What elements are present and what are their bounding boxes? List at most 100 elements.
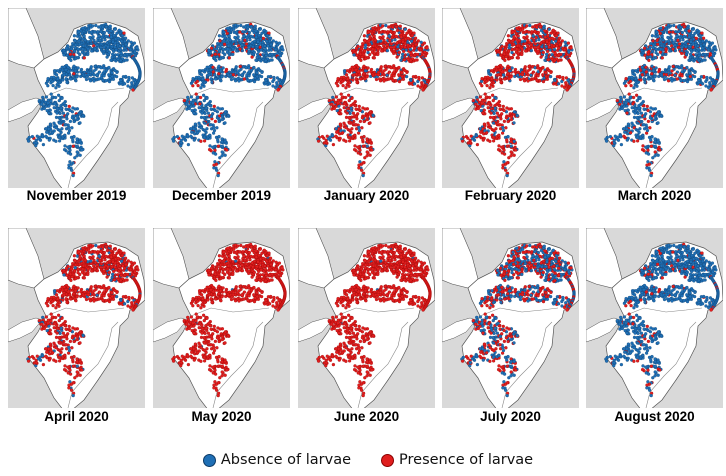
absence-point <box>71 173 75 178</box>
absence-point <box>506 134 510 139</box>
study-region <box>172 21 290 188</box>
absence-point <box>653 144 657 148</box>
presence-point <box>534 35 538 40</box>
absence-point <box>685 65 689 70</box>
presence-point <box>347 98 351 103</box>
absence-point <box>71 41 75 46</box>
presence-point <box>546 33 550 38</box>
absence-point <box>244 29 248 34</box>
absence-point <box>67 166 71 170</box>
presence-point <box>336 101 340 105</box>
absence-point <box>186 142 191 147</box>
presence-point <box>510 47 514 51</box>
absence-point <box>385 48 390 53</box>
absence-point <box>191 76 195 81</box>
absence-point <box>266 75 271 79</box>
presence-point <box>522 35 526 40</box>
presence-point <box>638 68 643 72</box>
absence-point <box>62 73 66 77</box>
presence-point <box>545 40 549 44</box>
presence-point <box>392 70 396 74</box>
absence-point <box>75 114 80 119</box>
absence-point <box>640 48 644 53</box>
absence-point <box>501 73 506 77</box>
presence-point <box>403 45 407 49</box>
absence-point <box>67 163 71 167</box>
absence-point <box>613 134 617 138</box>
absence-point <box>679 78 683 82</box>
absence-point <box>47 138 51 142</box>
presence-point <box>533 29 537 34</box>
absence-point <box>67 128 72 133</box>
absence-point <box>50 95 55 99</box>
absence-point <box>54 73 59 77</box>
absence-point <box>349 106 353 110</box>
absence-point <box>247 45 251 49</box>
absence-point <box>705 75 709 80</box>
presence-point <box>486 75 490 79</box>
presence-point <box>346 69 350 73</box>
presence-point <box>646 52 651 56</box>
presence-point <box>506 34 511 38</box>
absence-point <box>110 55 114 60</box>
absence-point <box>102 45 106 49</box>
absence-point <box>335 108 339 113</box>
presence-point <box>344 115 349 120</box>
absence-point <box>505 173 509 178</box>
absence-point <box>57 80 62 85</box>
absence-point <box>627 99 631 103</box>
presence-point <box>650 72 654 76</box>
absence-point <box>212 166 216 170</box>
presence-point <box>503 168 508 172</box>
absence-point <box>58 128 62 133</box>
absence-point <box>710 41 715 45</box>
absence-point <box>90 49 94 53</box>
absence-point <box>192 138 196 142</box>
absence-point <box>493 106 497 110</box>
presence-point <box>336 76 340 81</box>
absence-point <box>255 74 259 79</box>
absence-point <box>49 128 53 133</box>
absence-point <box>697 58 701 63</box>
absence-point <box>46 76 50 81</box>
absence-point <box>60 127 64 131</box>
presence-point <box>505 144 510 148</box>
absence-point <box>55 77 60 81</box>
inlet-area <box>153 97 188 123</box>
absence-point <box>101 78 105 82</box>
absence-point <box>97 34 101 38</box>
presence-point <box>388 25 393 29</box>
absence-point <box>701 39 705 44</box>
absence-point <box>244 66 248 70</box>
absence-point <box>236 35 240 39</box>
absence-point <box>202 115 206 120</box>
absence-point <box>92 69 96 73</box>
presence-point <box>551 28 555 32</box>
absence-point <box>673 48 678 53</box>
absence-point <box>203 128 207 133</box>
absence-point <box>249 79 253 83</box>
absence-point <box>271 84 275 88</box>
presence-point <box>646 148 650 152</box>
absence-point <box>192 111 196 115</box>
presence-point <box>402 58 407 62</box>
presence-point <box>211 70 215 74</box>
presence-point <box>645 104 649 109</box>
presence-point <box>658 148 662 152</box>
absence-point <box>73 69 78 73</box>
presence-point <box>535 78 539 82</box>
presence-point <box>497 144 501 148</box>
absence-point <box>215 116 220 120</box>
absence-point <box>257 33 261 38</box>
district-border <box>335 87 415 97</box>
absence-point <box>501 128 506 133</box>
absence-point <box>73 39 77 43</box>
presence-point <box>372 56 376 60</box>
absence-point <box>247 51 251 56</box>
presence-point <box>82 56 86 60</box>
presence-point <box>526 38 530 42</box>
absence-point <box>119 78 123 83</box>
presence-point <box>490 93 495 97</box>
presence-point <box>388 38 392 43</box>
presence-point <box>521 27 525 31</box>
